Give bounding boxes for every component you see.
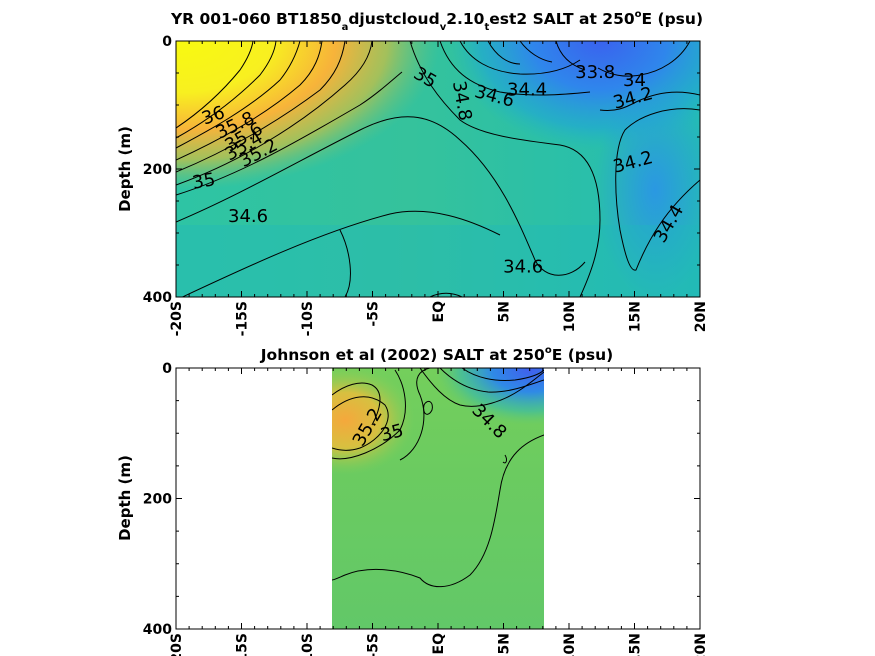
x-tick-label: 10N xyxy=(562,633,578,656)
y-tick-label: 400 xyxy=(143,622,172,638)
contour-label: 35 xyxy=(191,169,217,194)
y-tick-label: 200 xyxy=(143,492,172,508)
x-tick-label: -10S xyxy=(300,301,316,336)
x-tick-label: -15S xyxy=(235,301,251,336)
x-tick-label: EQ xyxy=(431,633,447,655)
contour-label: 34.4 xyxy=(507,79,547,100)
top-x-axis: -20S -15S -10S -5S EQ 5N 10N 15N 20N xyxy=(169,41,709,336)
x-tick-label: -5S xyxy=(366,633,382,656)
bottom-y-axis: 0 200 400 xyxy=(143,361,700,638)
bottom-contour-lines xyxy=(332,368,544,588)
x-tick-label: -20S xyxy=(169,301,185,336)
top-y-axis-label: Depth (m) xyxy=(116,126,134,212)
contour-label: 34 xyxy=(623,70,646,91)
top-contour-lines xyxy=(176,41,700,297)
x-tick-label: 20N xyxy=(693,301,709,332)
bottom-y-axis-label: Depth (m) xyxy=(116,455,134,541)
contour-label: 33.8 xyxy=(575,62,615,83)
bottom-panel: Johnson et al (2002) SALT at 250oE (psu)… xyxy=(116,345,709,656)
x-tick-label: EQ xyxy=(431,301,447,323)
bottom-x-axis: -20S -15S -10S -5S EQ 5N 10N 15N 20N xyxy=(169,368,709,656)
x-tick-label: 10N xyxy=(562,301,578,332)
bottom-panel-title: Johnson et al (2002) SALT at 250oE (psu) xyxy=(260,345,613,364)
top-panel-title: YR 001-060 BT1850adjustcloudv2.10test2 S… xyxy=(170,9,703,33)
contour-label: 34.6 xyxy=(228,206,268,227)
y-tick-label: 400 xyxy=(143,290,172,306)
x-tick-label: 20N xyxy=(693,633,709,656)
y-tick-label: 200 xyxy=(143,162,172,178)
x-tick-label: 15N xyxy=(628,633,644,656)
x-tick-label: -15S xyxy=(235,633,251,656)
y-tick-label: 0 xyxy=(162,361,172,377)
x-tick-label: 5N xyxy=(497,301,513,322)
x-tick-label: -5S xyxy=(366,301,382,327)
x-tick-label: -10S xyxy=(300,633,316,656)
bottom-salinity-field xyxy=(332,368,544,629)
x-tick-label: 15N xyxy=(628,301,644,332)
x-tick-label: -20S xyxy=(169,633,185,656)
top-panel: YR 001-060 BT1850adjustcloudv2.10test2 S… xyxy=(116,9,709,336)
top-y-axis: 0 200 400 xyxy=(143,34,700,306)
x-tick-label: 5N xyxy=(497,633,513,654)
y-tick-label: 0 xyxy=(162,34,172,50)
contour-label: 34.6 xyxy=(503,257,543,278)
top-salinity-field xyxy=(176,41,700,297)
